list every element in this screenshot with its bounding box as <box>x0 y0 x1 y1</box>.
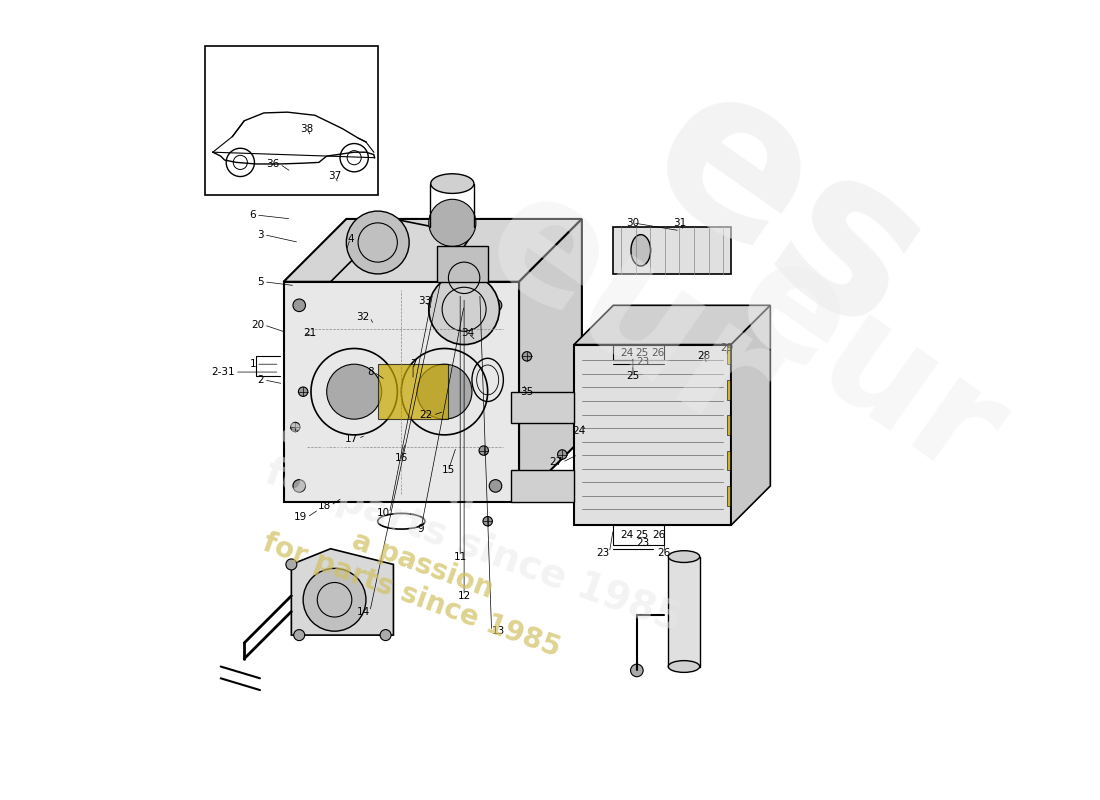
Text: 14: 14 <box>356 606 370 617</box>
Text: 4: 4 <box>346 234 353 243</box>
Text: 23: 23 <box>637 538 650 548</box>
Circle shape <box>346 211 409 274</box>
Text: 8: 8 <box>367 367 374 377</box>
Circle shape <box>304 568 366 631</box>
Text: 9: 9 <box>418 524 425 534</box>
Circle shape <box>293 299 306 311</box>
Circle shape <box>417 364 472 419</box>
Text: 3: 3 <box>257 230 264 240</box>
Circle shape <box>490 480 502 492</box>
Text: 22: 22 <box>419 410 432 420</box>
Text: 21: 21 <box>304 328 317 338</box>
Text: 25: 25 <box>636 530 649 540</box>
Text: 32: 32 <box>356 312 370 322</box>
Circle shape <box>630 664 644 677</box>
Polygon shape <box>574 306 770 345</box>
Polygon shape <box>519 219 582 502</box>
Text: 20: 20 <box>251 320 264 330</box>
Text: 11: 11 <box>453 551 466 562</box>
Circle shape <box>483 517 493 526</box>
Text: 35: 35 <box>520 386 534 397</box>
Text: 27: 27 <box>549 458 562 467</box>
Text: 38: 38 <box>300 124 313 134</box>
Circle shape <box>522 352 531 361</box>
Text: 16: 16 <box>395 454 408 463</box>
Circle shape <box>290 422 300 432</box>
Bar <box>614 226 732 274</box>
Text: es: es <box>608 42 964 380</box>
Text: 25: 25 <box>626 371 639 381</box>
Polygon shape <box>331 219 472 282</box>
Text: 28: 28 <box>697 351 711 362</box>
Text: 24: 24 <box>620 348 634 358</box>
Bar <box>727 450 735 470</box>
Text: 2-31: 2-31 <box>211 367 234 377</box>
Ellipse shape <box>431 217 474 237</box>
Text: 1: 1 <box>250 359 256 369</box>
Bar <box>727 345 735 364</box>
Text: 23: 23 <box>596 548 609 558</box>
Circle shape <box>478 446 488 455</box>
Circle shape <box>381 630 392 641</box>
Text: 36: 36 <box>266 159 279 169</box>
Circle shape <box>298 387 308 396</box>
Text: 34: 34 <box>461 328 475 338</box>
Text: eur: eur <box>453 156 804 470</box>
Polygon shape <box>512 392 574 423</box>
Circle shape <box>293 480 306 492</box>
Text: a passion
for parts since 1985: a passion for parts since 1985 <box>258 498 575 662</box>
Ellipse shape <box>669 550 700 562</box>
Text: 24: 24 <box>573 426 586 436</box>
Polygon shape <box>284 282 519 502</box>
Text: 13: 13 <box>492 626 505 636</box>
Text: 30: 30 <box>626 218 639 228</box>
Text: 10: 10 <box>376 508 389 518</box>
Text: 26: 26 <box>651 348 664 358</box>
Ellipse shape <box>431 174 474 194</box>
Ellipse shape <box>631 234 650 266</box>
Text: 29: 29 <box>720 343 734 354</box>
Circle shape <box>558 450 566 459</box>
Ellipse shape <box>669 661 700 673</box>
Text: 31: 31 <box>673 218 686 228</box>
Polygon shape <box>574 345 732 525</box>
Bar <box>727 380 735 399</box>
Bar <box>614 345 664 360</box>
Circle shape <box>294 630 305 641</box>
Circle shape <box>429 274 499 345</box>
Polygon shape <box>512 470 574 502</box>
Circle shape <box>429 199 476 246</box>
Text: 12: 12 <box>458 591 471 601</box>
Text: 15: 15 <box>442 466 455 475</box>
Polygon shape <box>284 219 582 282</box>
Text: 25: 25 <box>636 348 649 358</box>
Text: 5: 5 <box>257 277 264 286</box>
Text: 26: 26 <box>652 530 666 540</box>
Text: 17: 17 <box>345 434 359 444</box>
Bar <box>437 246 487 282</box>
Circle shape <box>286 559 297 570</box>
Text: 26: 26 <box>658 548 671 558</box>
Text: 7: 7 <box>410 359 417 369</box>
Bar <box>377 364 449 419</box>
Text: a passion
for parts since 1985: a passion for parts since 1985 <box>260 411 701 639</box>
Text: eur: eur <box>707 225 1028 512</box>
Text: 37: 37 <box>328 170 341 181</box>
Bar <box>614 525 664 545</box>
Bar <box>669 557 700 666</box>
Text: 18: 18 <box>318 501 331 510</box>
Bar <box>727 415 735 435</box>
Text: 19: 19 <box>294 512 307 522</box>
Text: 2: 2 <box>257 375 264 385</box>
Bar <box>205 46 377 195</box>
Text: 33: 33 <box>418 296 431 306</box>
Circle shape <box>490 299 502 311</box>
Text: 6: 6 <box>250 210 256 220</box>
Text: 24: 24 <box>620 530 634 540</box>
Bar <box>727 486 735 506</box>
Circle shape <box>327 364 382 419</box>
Polygon shape <box>732 306 770 525</box>
Polygon shape <box>292 549 394 635</box>
Text: 23: 23 <box>637 357 650 367</box>
